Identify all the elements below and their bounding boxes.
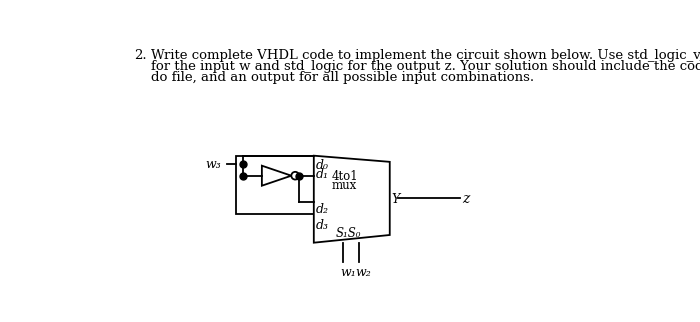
Text: d₁: d₁: [316, 168, 329, 181]
Text: z: z: [462, 192, 469, 206]
Text: do file, and an output for all possible input combinations.: do file, and an output for all possible …: [151, 71, 534, 84]
Polygon shape: [262, 166, 291, 186]
Text: d₃: d₃: [316, 219, 329, 232]
Text: Write complete VHDL code to implement the circuit shown below. Use std_logic_vec: Write complete VHDL code to implement th…: [151, 49, 700, 62]
Polygon shape: [314, 156, 390, 243]
Text: for the input w and std_logic for the output z. Your solution should include the: for the input w and std_logic for the ou…: [151, 60, 700, 73]
Text: w₂: w₂: [356, 266, 372, 279]
Text: d₀: d₀: [316, 159, 329, 172]
Text: mux: mux: [332, 179, 357, 192]
Text: 2.: 2.: [134, 49, 146, 62]
Text: w₃: w₃: [205, 158, 221, 171]
Text: 4to1: 4to1: [332, 170, 358, 183]
Text: w₁: w₁: [340, 266, 356, 279]
Text: Y: Y: [391, 193, 400, 206]
Text: d₂: d₂: [316, 204, 329, 216]
Text: S₁S₀: S₁S₀: [335, 227, 361, 240]
Bar: [237, 156, 314, 214]
